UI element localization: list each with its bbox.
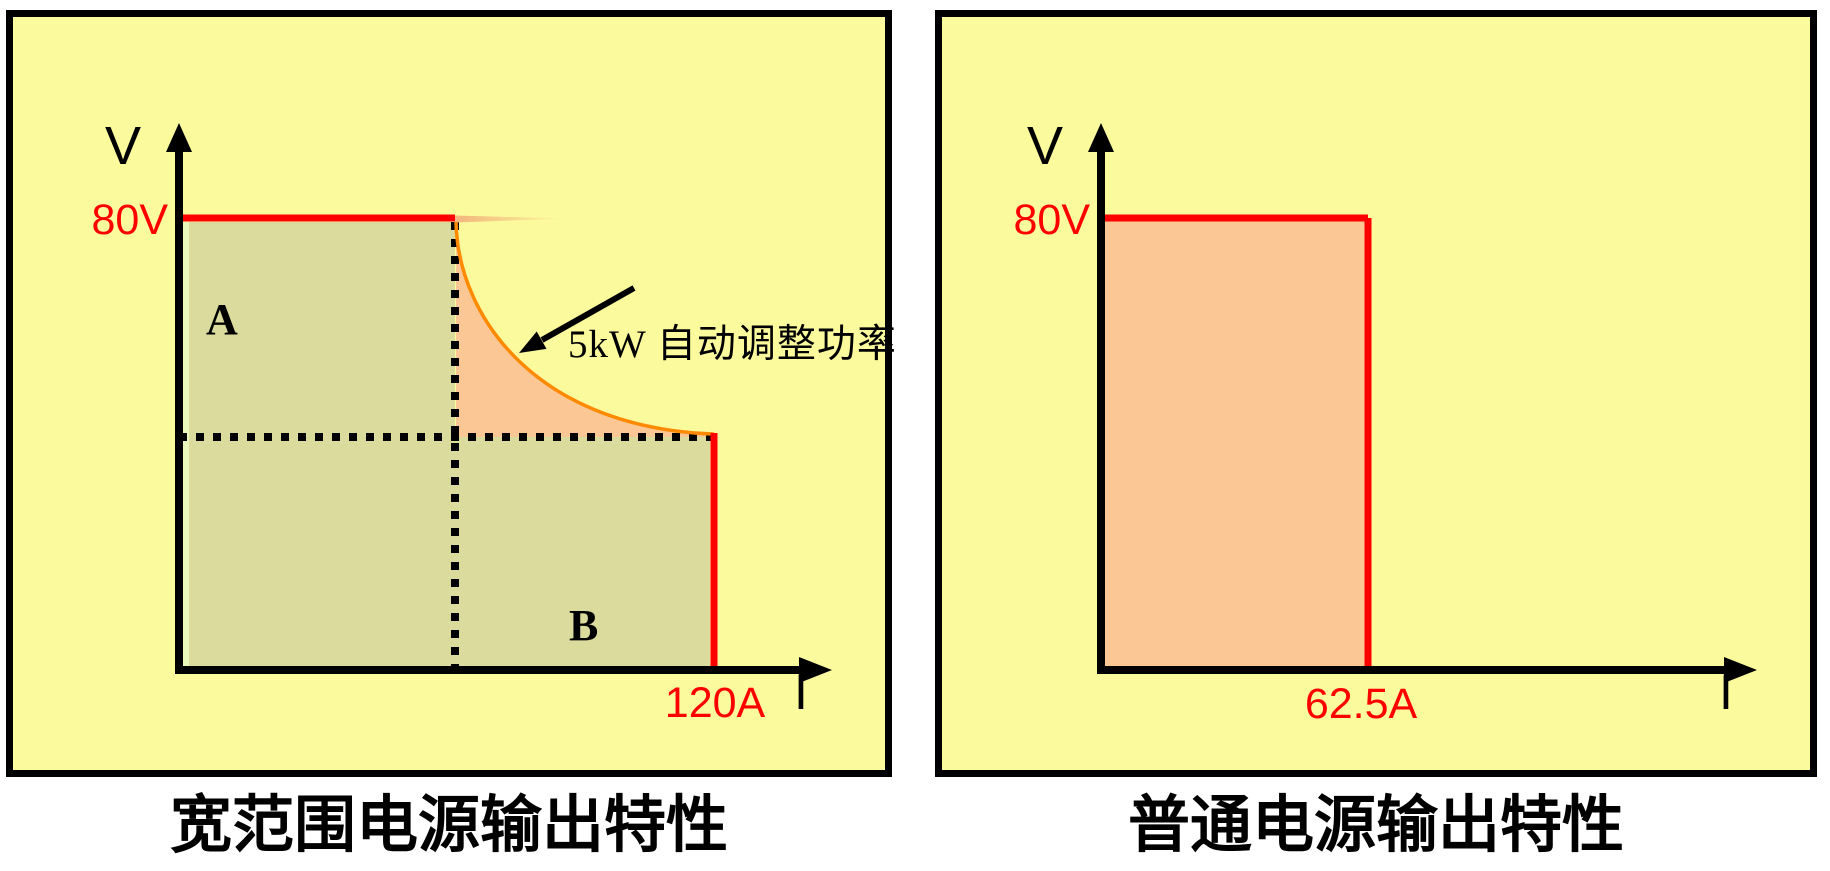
power-annotation: 5kW 自动调整功率 <box>568 323 897 366</box>
region-a-label: A <box>206 295 238 344</box>
wide-range-caption: 宽范围电源输出特性 <box>169 791 728 860</box>
ordinary-voltage-max-label: 80V <box>1013 196 1090 244</box>
ordinary-x-axis-label: I <box>1719 664 1733 720</box>
y-axis-label: V <box>105 116 142 176</box>
ordinary-panel <box>935 10 1817 777</box>
voltage-max-label: 80V <box>91 196 168 244</box>
region-b-label: B <box>569 601 599 650</box>
x-axis-label: I <box>794 664 808 720</box>
ordinary-caption: 普通电源输出特性 <box>1127 791 1624 860</box>
ordinary-y-axis-label: V <box>1027 116 1064 176</box>
current-max-label: 120A <box>664 679 766 727</box>
ordinary-current-max-label: 62.5A <box>1304 680 1418 728</box>
